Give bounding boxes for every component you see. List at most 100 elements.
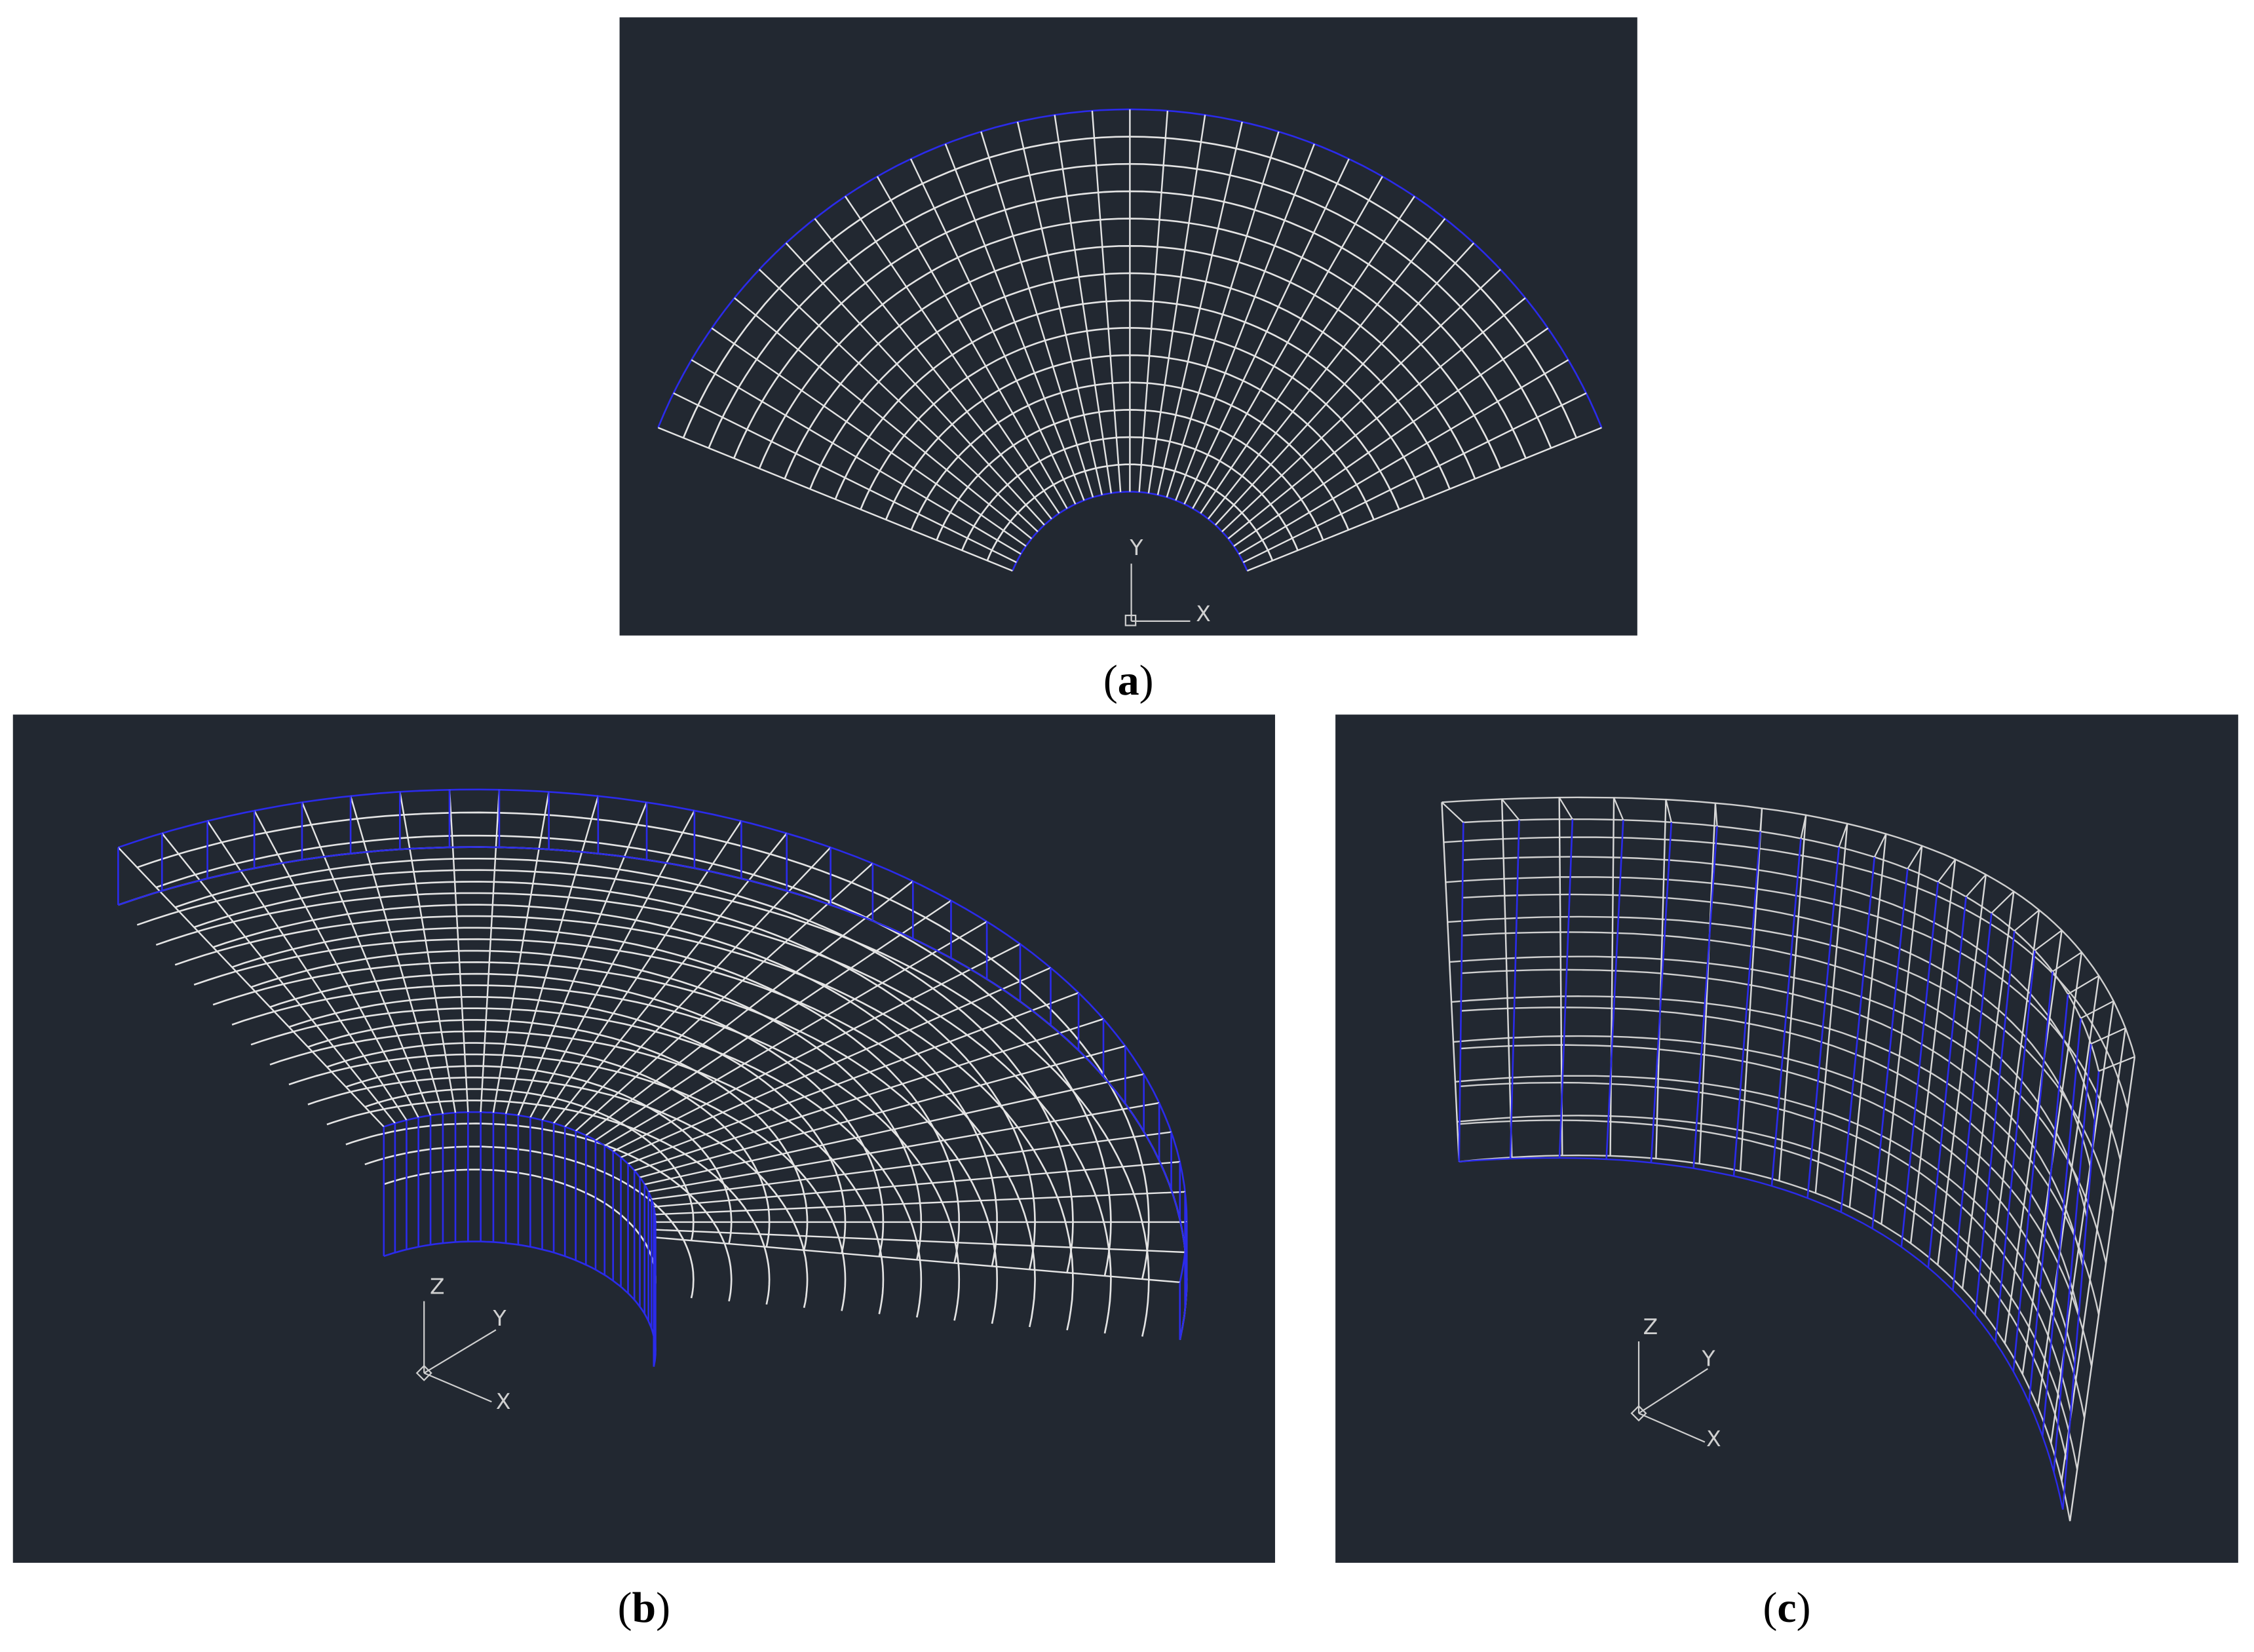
radial: [1091, 110, 1122, 492]
radial: [1192, 176, 1383, 509]
radial: [1200, 195, 1415, 514]
axis-icons: [415, 564, 1708, 1443]
tie: [1759, 808, 1763, 832]
tie: [1907, 845, 1923, 870]
ring-bottom: [326, 1099, 771, 1305]
paren: ): [1797, 1584, 1811, 1632]
tie: [1714, 803, 1718, 826]
post: [1937, 874, 1987, 1265]
post: [1698, 803, 1717, 1164]
tie: [1937, 858, 1956, 883]
axis-label: Y: [1129, 535, 1143, 560]
post: [2069, 1056, 2136, 1522]
radial: [673, 392, 1017, 564]
caption-c: (c): [1763, 1584, 1810, 1632]
radial: [480, 790, 501, 1113]
tie: [1991, 891, 2015, 914]
radial: [1054, 115, 1113, 493]
inner-post: [2041, 1018, 2082, 1436]
ucs-c: [1637, 1341, 1708, 1443]
ring-bottom: [288, 1053, 847, 1311]
inner-post: [1871, 868, 1909, 1229]
axis-label: X: [496, 1389, 511, 1414]
inner-post: [1558, 819, 1574, 1159]
caption-a: (a): [1103, 657, 1154, 704]
caption-b: (b): [618, 1584, 670, 1632]
tie: [2014, 910, 2040, 932]
axis-label: Z: [1643, 1314, 1658, 1339]
radial: [1215, 242, 1475, 526]
inner-post: [2053, 1043, 2092, 1472]
radial: [621, 967, 1051, 1159]
radial: [564, 847, 831, 1128]
radial: [553, 832, 788, 1124]
inner-bottom: [383, 1240, 657, 1367]
paren: (: [618, 1584, 632, 1632]
tie: [1501, 798, 1520, 820]
paren: (: [1763, 1584, 1777, 1632]
letter: a: [1118, 657, 1139, 704]
ucs-a-box: [1124, 614, 1137, 626]
radial: [657, 427, 1013, 572]
inner-post: [2012, 971, 2053, 1372]
ucs-b-box: [415, 1364, 432, 1381]
axis-label: Y: [492, 1305, 506, 1331]
radial: [644, 1073, 1144, 1185]
radial: [117, 847, 385, 1128]
ucs-b: [423, 1301, 497, 1403]
radial: [1016, 121, 1103, 495]
post: [1609, 797, 1615, 1156]
inner-post: [1974, 931, 2015, 1316]
radial: [1246, 427, 1602, 572]
post: [1848, 834, 1887, 1208]
radial: [648, 1102, 1160, 1193]
radial: [876, 176, 1068, 509]
inner-post: [1840, 856, 1876, 1212]
wireframes: [117, 108, 2136, 1522]
ucs-a: [1130, 564, 1191, 622]
radial: [653, 1236, 1180, 1284]
radial: [1238, 359, 1569, 555]
radial: [655, 1229, 1185, 1254]
post: [1814, 823, 1848, 1193]
radial: [628, 991, 1079, 1165]
radial: [505, 796, 600, 1115]
radial: [980, 131, 1094, 498]
radial: [492, 792, 550, 1113]
tie: [2090, 1027, 2126, 1045]
post: [1441, 802, 1460, 1162]
tie: [1873, 834, 1887, 858]
radial: [634, 1018, 1104, 1172]
axis-label: Z: [430, 1274, 445, 1299]
radial: [691, 359, 1022, 555]
radial: [1227, 297, 1526, 539]
tie: [1558, 797, 1573, 820]
post: [1909, 859, 1957, 1244]
radial: [844, 195, 1060, 514]
post: [1984, 910, 2040, 1315]
inner-post: [1995, 950, 2036, 1343]
tie: [2067, 975, 2099, 995]
radial: [1183, 159, 1350, 505]
radial: [301, 801, 432, 1116]
radial: [517, 801, 648, 1116]
inner-post: [1806, 847, 1840, 1199]
radial: [734, 297, 1033, 539]
radial: [448, 790, 469, 1113]
inner-post: [1509, 820, 1520, 1159]
axis-label: X: [1706, 1426, 1721, 1451]
radial: [604, 921, 987, 1147]
tie: [2098, 1056, 2135, 1072]
tie: [1613, 797, 1624, 820]
radial: [785, 242, 1045, 526]
tie: [1965, 874, 1987, 898]
post: [1778, 815, 1807, 1181]
radial: [651, 1131, 1172, 1201]
radial: [1242, 392, 1587, 564]
radial: [711, 327, 1027, 547]
radial: [349, 796, 444, 1115]
inner-post: [1900, 881, 1939, 1247]
paren: ): [1139, 657, 1154, 704]
